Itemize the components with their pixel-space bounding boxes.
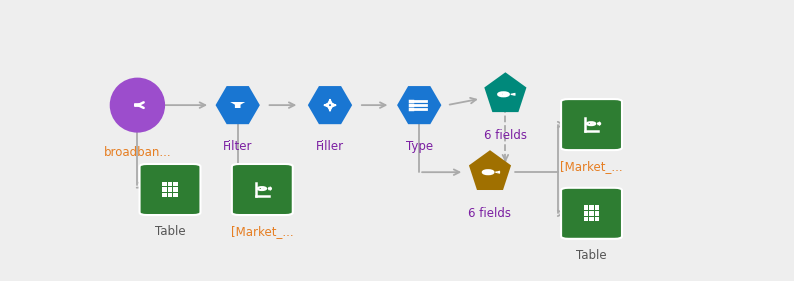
Text: 6 fields: 6 fields xyxy=(484,129,527,142)
FancyBboxPatch shape xyxy=(589,217,594,221)
Text: Filter: Filter xyxy=(223,140,252,153)
FancyBboxPatch shape xyxy=(162,187,167,192)
Polygon shape xyxy=(308,86,353,124)
Text: 6 fields: 6 fields xyxy=(468,207,511,220)
FancyBboxPatch shape xyxy=(589,211,594,216)
FancyBboxPatch shape xyxy=(162,182,167,186)
FancyBboxPatch shape xyxy=(584,211,588,216)
Text: Type: Type xyxy=(406,140,433,153)
FancyBboxPatch shape xyxy=(561,188,622,239)
FancyBboxPatch shape xyxy=(595,217,599,221)
Text: broadban...: broadban... xyxy=(103,146,172,158)
Polygon shape xyxy=(215,86,260,124)
Text: Filler: Filler xyxy=(316,140,344,153)
FancyBboxPatch shape xyxy=(232,164,293,215)
Polygon shape xyxy=(230,102,245,108)
Text: [Market_...: [Market_... xyxy=(561,160,622,173)
Text: Table: Table xyxy=(155,225,185,238)
FancyBboxPatch shape xyxy=(584,217,588,221)
Text: [Market_...: [Market_... xyxy=(231,225,294,238)
FancyBboxPatch shape xyxy=(595,205,599,210)
Polygon shape xyxy=(469,150,511,190)
FancyBboxPatch shape xyxy=(140,164,200,215)
Polygon shape xyxy=(397,86,441,124)
Polygon shape xyxy=(484,72,526,112)
FancyBboxPatch shape xyxy=(168,187,172,192)
FancyBboxPatch shape xyxy=(173,193,178,198)
FancyBboxPatch shape xyxy=(561,99,622,150)
FancyBboxPatch shape xyxy=(584,205,588,210)
FancyBboxPatch shape xyxy=(168,182,172,186)
FancyBboxPatch shape xyxy=(595,211,599,216)
FancyBboxPatch shape xyxy=(168,193,172,198)
FancyBboxPatch shape xyxy=(589,205,594,210)
FancyBboxPatch shape xyxy=(173,182,178,186)
FancyBboxPatch shape xyxy=(173,187,178,192)
FancyBboxPatch shape xyxy=(162,193,167,198)
Text: Table: Table xyxy=(576,249,607,262)
Ellipse shape xyxy=(110,78,165,133)
